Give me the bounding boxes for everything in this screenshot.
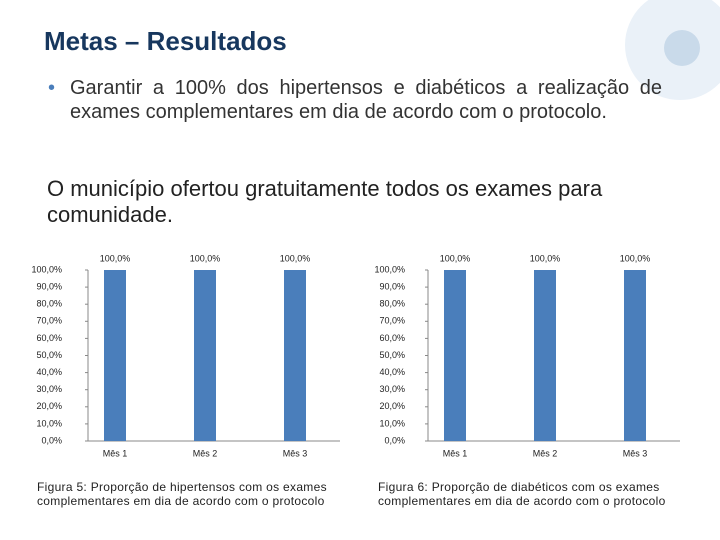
x-tick-label: Mês 1: [443, 448, 468, 458]
y-tick-label: 10,0%: [36, 418, 62, 428]
y-tick-label: 60,0%: [36, 333, 62, 343]
y-tick-label: 50,0%: [379, 350, 405, 360]
y-tick-label: 100,0%: [31, 264, 62, 274]
caption: Figura 6: Proporção de diabéticos com os…: [378, 480, 666, 508]
value-label: 100,0%: [190, 253, 221, 263]
slide-title: Metas – Resultados: [44, 26, 287, 56]
y-tick-label: 90,0%: [379, 281, 405, 291]
bar: [624, 270, 646, 441]
y-tick-label: 50,0%: [36, 350, 62, 360]
y-tick-label: 0,0%: [384, 435, 405, 445]
y-tick-label: 90,0%: [36, 281, 62, 291]
value-label: 100,0%: [100, 253, 131, 263]
logo: [664, 30, 700, 66]
bullet-text: Garantir a 100% dos hipertensos e diabét…: [70, 77, 662, 123]
y-tick-label: 40,0%: [36, 367, 62, 377]
bar: [444, 270, 466, 441]
y-tick-label: 20,0%: [36, 401, 62, 411]
caption: Figura 5: Proporção de hipertensos com o…: [37, 480, 327, 508]
y-tick-label: 20,0%: [379, 401, 405, 411]
value-label: 100,0%: [530, 253, 561, 263]
y-tick-label: 100,0%: [374, 264, 405, 274]
value-label: 100,0%: [440, 253, 471, 263]
y-tick-label: 80,0%: [379, 299, 405, 309]
y-tick-label: 10,0%: [379, 418, 405, 428]
y-tick-label: 60,0%: [379, 333, 405, 343]
bar: [534, 270, 556, 441]
value-label: 100,0%: [620, 253, 651, 263]
bar: [194, 270, 216, 441]
y-tick-label: 70,0%: [36, 316, 62, 326]
y-tick-label: 30,0%: [36, 384, 62, 394]
y-tick-label: 70,0%: [379, 316, 405, 326]
x-tick-label: Mês 3: [623, 448, 648, 458]
value-label: 100,0%: [280, 253, 311, 263]
x-tick-label: Mês 1: [103, 448, 128, 458]
x-tick-label: Mês 3: [283, 448, 308, 458]
y-tick-label: 80,0%: [36, 299, 62, 309]
x-tick-label: Mês 2: [533, 448, 558, 458]
x-tick-label: Mês 2: [193, 448, 218, 458]
bullet-marker: •: [48, 77, 56, 99]
statement: O município ofertou gratuitamente todos …: [47, 176, 603, 227]
y-tick-label: 30,0%: [379, 384, 405, 394]
y-tick-label: 0,0%: [41, 435, 62, 445]
y-tick-label: 40,0%: [379, 367, 405, 377]
bar: [284, 270, 306, 441]
bar: [104, 270, 126, 441]
